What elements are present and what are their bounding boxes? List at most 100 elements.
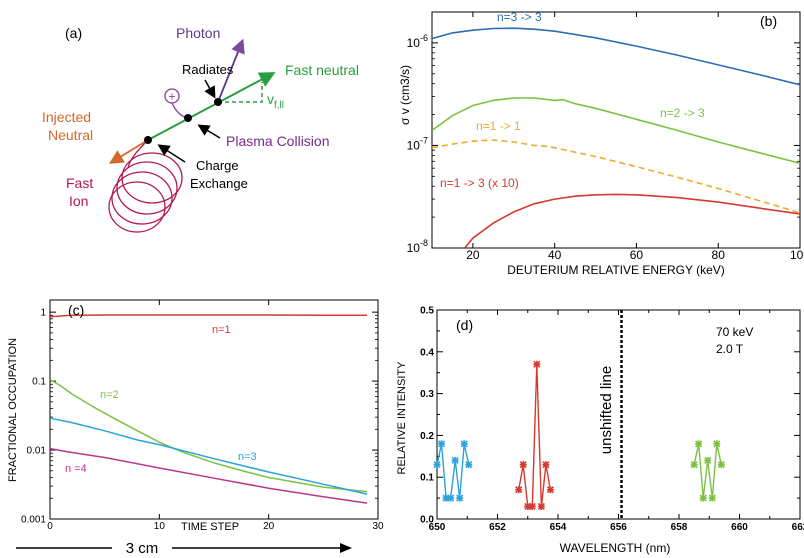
y-tick-label: 0.001 (21, 515, 46, 526)
y-tick-label: 0.3 (420, 389, 434, 400)
y-tick-label: 0.5 (420, 306, 434, 317)
fast-neutral-label: Fast neutral (285, 62, 359, 78)
data-point (437, 440, 446, 448)
series-line (464, 193, 800, 248)
data-point (533, 360, 541, 368)
radiates-dot (214, 98, 222, 106)
annotation-field: 2.0 T (716, 342, 744, 356)
v-parallel-label: vf,ll (267, 91, 284, 111)
panel-c-chart: 0 10 20 30 0.001 0.01 0.1 1 n=1 n=2 n=3 n =4 (c) TIME… (7, 299, 384, 557)
data-point (690, 461, 698, 469)
injected-label: Injected (42, 109, 91, 125)
series-label: n=2 -> 3 (660, 106, 705, 120)
series-line (432, 139, 800, 214)
charge-label: Charge (196, 158, 239, 173)
x-tick-label: 60 (630, 248, 644, 262)
y-tick-label: 0.1 (420, 473, 434, 484)
x-tick-label: 650 (429, 522, 446, 533)
data-point (704, 456, 712, 465)
x-tick-label: 656 (610, 522, 627, 533)
x-tick-label: 20 (466, 248, 480, 262)
y-tick-label: 10-8 (407, 238, 428, 255)
x-tick-label: 30 (372, 521, 384, 532)
plasma-ion-plus: + (168, 90, 175, 104)
x-axis-label: WAVELENGTH (nm) (560, 541, 671, 555)
x-tick-label: 658 (671, 522, 688, 533)
x-tick-label: 654 (550, 522, 567, 533)
scale-label: 3 cm (126, 540, 159, 557)
fast-neutral-path (147, 72, 276, 141)
radiates-pointer (204, 79, 216, 99)
series-label: n=3 (238, 451, 257, 463)
charge-exchange-pointer (157, 144, 186, 163)
panel-d-label: (d) (456, 317, 473, 333)
data-point (519, 461, 527, 469)
series-label: n =4 (65, 463, 87, 475)
data-point (451, 456, 459, 465)
x-tick-label: 100 (790, 248, 804, 262)
y-tick-label: 10-6 (407, 33, 428, 50)
y-tick-label: 0.0 (420, 515, 434, 526)
x-tick-label: 652 (489, 522, 506, 533)
data-point (433, 461, 441, 469)
series-label: n=3 -> 3 (497, 10, 542, 24)
x-axis-label: DEUTERIUM RELATIVE ENERGY (keV) (507, 263, 725, 277)
data-point (528, 502, 536, 511)
y-tick-label: 0.2 (420, 431, 434, 442)
y-tick-label: 0.4 (420, 347, 434, 358)
data-point (717, 461, 725, 469)
panel-d-chart: 650 652 654 656 658 660 662 0.0 0.1 0.2 0.3 0.4 0.5 u… (396, 306, 804, 556)
series-line (49, 314, 368, 318)
x-tick-label: 10 (154, 521, 166, 532)
y-axis-label: RELATIVE INTENSITY (396, 361, 408, 475)
radiates-label: Radiates (182, 62, 234, 77)
series-label: n=2 (100, 389, 119, 401)
series-label: n=1 (212, 324, 231, 336)
x-tick-label: 662 (792, 522, 804, 533)
collision-pointer (197, 124, 221, 139)
y-tick-label: 0.1 (32, 377, 46, 388)
x-axis-label: TIME STEP (181, 521, 239, 533)
x-tick-label: 40 (548, 248, 562, 262)
ion-label: Ion (69, 193, 88, 209)
plot-frame (49, 299, 379, 520)
data-point (447, 494, 455, 502)
data-point (442, 494, 450, 502)
fast-label: Fast (66, 175, 93, 191)
y-tick-label: 0.01 (27, 446, 47, 457)
y-tick-label: 10-7 (407, 135, 428, 152)
x-tick-label: 20 (263, 521, 275, 532)
series-line (693, 443, 722, 499)
data-point (460, 440, 468, 448)
data-point (546, 486, 555, 494)
plot-frame (436, 309, 801, 520)
x-tick-label: 660 (731, 522, 748, 533)
series-line (436, 443, 470, 499)
charge-exchange-dot (144, 136, 152, 144)
series-line (49, 417, 368, 495)
data-point (537, 502, 545, 511)
collision-dot (184, 114, 192, 122)
series-label: n=1 -> 3 (x 10) (440, 176, 519, 190)
series-line (49, 447, 368, 504)
data-point (465, 461, 473, 469)
plasma-collision-label: Plasma Collision (226, 133, 329, 149)
data-point (713, 440, 721, 448)
scale-arrow-head (340, 543, 352, 553)
panel-b-chart: 20 40 60 80 100 10-8 10-7 10-6 n=3 -> 3 n=2 -> 3 n… (398, 10, 804, 277)
unshifted-line-label: unshifted line (598, 366, 615, 454)
series-line (518, 364, 552, 508)
series-line (432, 27, 800, 86)
y-axis-label: FRACTIONAL OCCUPATION (7, 338, 19, 482)
data-point (695, 440, 703, 448)
series-label: n=1 -> 1 (476, 119, 521, 133)
data-point (524, 502, 532, 511)
exchange-label: Exchange (190, 176, 248, 191)
data-point (708, 494, 716, 502)
velocity-parallel-dashed (218, 82, 263, 103)
data-point (542, 461, 550, 469)
data-point (699, 494, 707, 502)
y-tick-label: 1 (40, 308, 46, 319)
photon-label: Photon (176, 25, 220, 41)
